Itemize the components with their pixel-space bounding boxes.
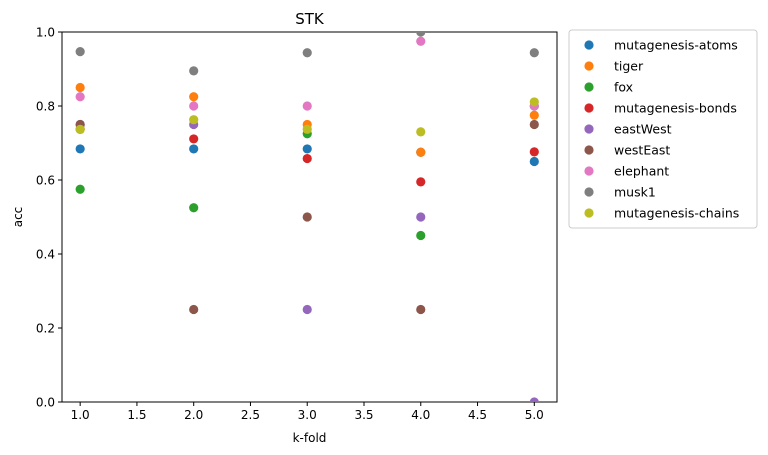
legend-marker	[584, 145, 594, 155]
data-point-mutagenesis-chains	[75, 124, 85, 134]
legend-marker	[584, 208, 594, 218]
data-point-westEast	[302, 212, 312, 222]
legend-label: mutagenesis-bonds	[614, 101, 737, 116]
data-point-tiger	[189, 92, 199, 102]
data-point-musk1	[75, 47, 85, 57]
data-point-fox	[416, 230, 426, 241]
x-tick-label: 2.0	[184, 408, 203, 422]
y-tick-label: 0.8	[36, 100, 55, 114]
legend-label: mutagenesis-chains	[614, 206, 739, 221]
data-point-mutagenesis-chains	[302, 124, 312, 134]
legend-marker	[584, 166, 594, 176]
plot-area-frame	[61, 31, 558, 403]
data-point-fox	[189, 203, 199, 213]
y-tick-label: 0.6	[36, 174, 55, 188]
data-point-westEast	[529, 119, 539, 130]
data-point-mutagenesis-atoms	[189, 144, 199, 154]
x-tick-label: 4.5	[468, 408, 487, 422]
data-point-eastWest	[302, 304, 312, 315]
data-point-elephant	[75, 92, 85, 102]
data-point-eastWest	[416, 212, 426, 222]
legend-label: fox	[614, 80, 633, 95]
x-tick-label: 3.0	[298, 408, 317, 422]
data-point-mutagenesis-bonds	[529, 147, 539, 157]
y-tick-label: 0.4	[36, 248, 55, 262]
data-point-elephant	[189, 101, 199, 111]
x-axis-label: k-fold	[293, 431, 327, 445]
data-point-musk1	[529, 48, 539, 58]
legend: mutagenesis-atoms tiger fox mutagenesis-bon…	[568, 29, 758, 229]
data-point-mutagenesis-chains	[416, 127, 426, 137]
legend-marker	[584, 82, 594, 92]
x-tick-label: 5.0	[525, 408, 544, 422]
legend-marker	[584, 40, 594, 50]
data-point-mutagenesis-chains	[189, 115, 199, 125]
legend-label: musk1	[614, 185, 656, 200]
legend-marker	[584, 61, 594, 71]
legend-marker	[584, 187, 594, 197]
data-point-musk1	[302, 48, 312, 58]
legend-label: mutagenesis-atoms	[614, 38, 738, 53]
data-point-elephant	[302, 101, 312, 111]
y-tick-label: 0.2	[36, 322, 55, 336]
chart-title: STK	[295, 10, 325, 28]
legend-marker	[584, 124, 594, 134]
y-axis-label: acc	[11, 207, 25, 228]
data-point-eastWest	[529, 397, 539, 402]
data-point-tiger	[529, 110, 539, 120]
x-tick-label: 2.5	[241, 408, 260, 422]
legend-label: eastWest	[614, 122, 672, 137]
data-point-tiger	[75, 82, 85, 93]
data-point-elephant	[416, 36, 426, 46]
data-point-musk1	[189, 66, 199, 76]
data-point-westEast	[189, 304, 199, 315]
x-tick-label: 1.0	[71, 408, 90, 422]
legend-label: elephant	[614, 164, 669, 179]
x-tick-label: 1.5	[127, 408, 146, 422]
legend-label: tiger	[614, 59, 644, 74]
data-point-mutagenesis-atoms	[529, 156, 539, 167]
data-point-fox	[75, 184, 85, 194]
data-point-mutagenesis-chains	[529, 97, 539, 107]
data-point-mutagenesis-atoms	[75, 144, 85, 154]
data-point-mutagenesis-bonds	[302, 153, 312, 164]
legend-label: westEast	[614, 143, 670, 158]
x-tick-label: 3.5	[354, 408, 373, 422]
x-tick-label: 4.0	[411, 408, 430, 422]
data-point-mutagenesis-bonds	[189, 134, 199, 144]
data-point-mutagenesis-atoms	[302, 144, 312, 154]
data-point-tiger	[416, 147, 426, 157]
legend-marker	[584, 103, 594, 113]
data-point-westEast	[416, 304, 426, 315]
y-tick-label: 0.0	[36, 396, 55, 410]
legend-frame	[568, 29, 758, 229]
data-point-musk1	[416, 32, 426, 37]
data-point-mutagenesis-bonds	[416, 177, 426, 187]
y-tick-label: 1.0	[36, 26, 55, 40]
